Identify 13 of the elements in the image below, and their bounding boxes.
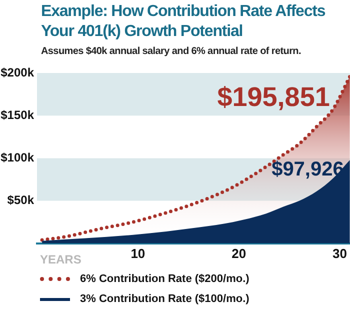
y-tick-label: $100k	[0, 150, 34, 165]
x-tick-label: 10	[130, 246, 146, 261]
annotation: $195,851	[217, 82, 330, 112]
x-axis-title: YEARS	[40, 252, 82, 267]
chart-title: Example: How Contribution Rate Affects Your 401(k) Growth Potential	[40, 2, 326, 42]
x-tick-label: 20	[232, 246, 246, 261]
y-tick-label: $200k	[0, 65, 34, 80]
legend-label: 3% Contribution Rate ($100/mo.)	[80, 293, 250, 305]
x-tick-label: 30	[332, 246, 348, 261]
y-tick-label: $50k	[7, 193, 34, 208]
chart-subtitle: Assumes $40k annual salary and 6% annual rate of return.	[40, 46, 302, 57]
legend-label: 6% Contribution Rate ($200/mo.)	[80, 273, 250, 285]
y-tick-label: $150k	[0, 108, 34, 122]
